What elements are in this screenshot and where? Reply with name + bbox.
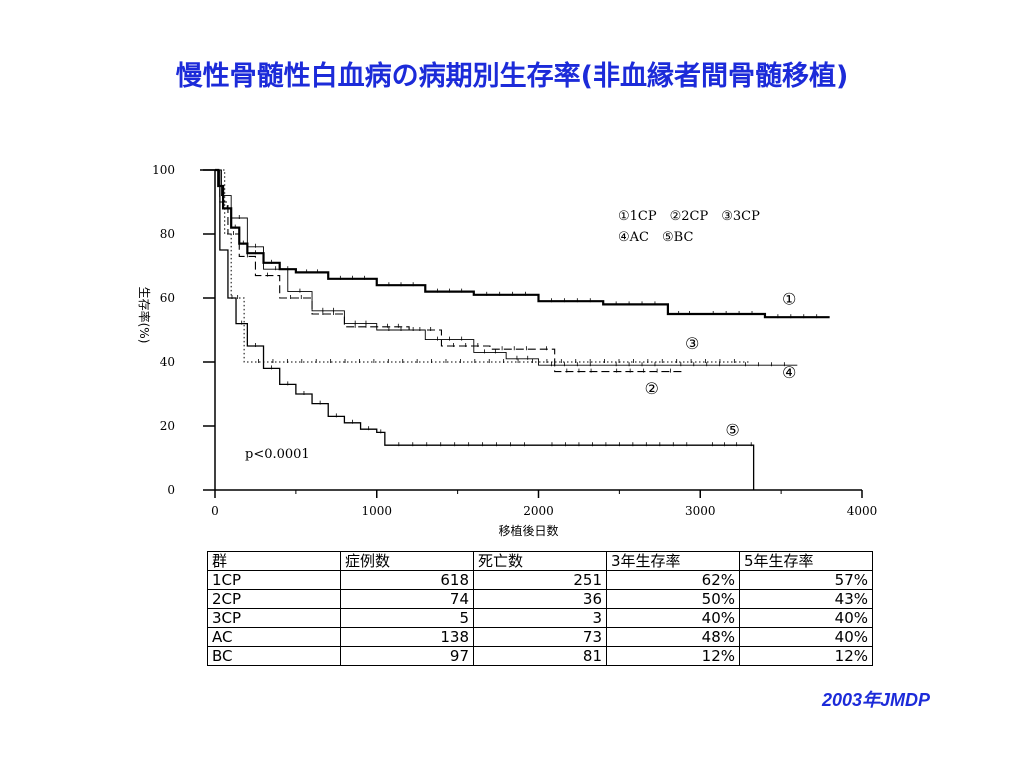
y-tick-label: 20 [160,419,175,433]
page-title: 慢性骨髄性白血病の病期別生存率(非血縁者間骨髄移植) [175,61,849,92]
series-line-3 [215,169,749,363]
x-tick-label: 4000 [847,504,878,518]
table-cell: 618 [340,570,474,590]
y-axis-label: 生存率(%) [137,287,152,344]
chart-labels: ① ② ③ ④ ⑤ ①1CP ②2CP ③3CP ④AC ⑤BC p<0.0001 [245,209,796,462]
table-header: 群 [207,551,341,571]
table-cell: 40% [739,627,873,647]
table-header: 症例数 [340,551,474,571]
y-tick-label: 80 [160,227,175,241]
table-cell: 1CP [207,570,341,590]
x-tick-label: 3000 [685,504,716,518]
series-line-5 [215,169,755,490]
source-credit: 2003年JMDP [821,690,930,710]
table-cell: 57% [739,570,873,590]
table-header: 3年生存率 [606,551,740,571]
y-tick-label: 100 [152,163,175,177]
table-row: BC 97 81 12% 12% [207,646,873,666]
y-tick-label: 40 [160,355,175,369]
series-line-1 [215,168,830,319]
series-label-1: ① [782,289,796,308]
table-cell: BC [207,646,341,666]
table-cell: 5 [340,608,474,628]
x-tick-label: 0 [211,504,219,518]
table-header: 5年生存率 [739,551,873,571]
table-row: AC 138 73 48% 40% [207,627,873,647]
table-cell: 3CP [207,608,341,628]
table-cell: 43% [739,589,873,609]
table-cell: 97 [340,646,474,666]
summary-table: 群 症例数 死亡数 3年生存率 5年生存率 1CP 618 251 62% 57… [207,551,873,666]
series-label-4: ④ [782,363,796,382]
table-cell: 12% [606,646,740,666]
table-cell: 48% [606,627,740,647]
table-header-row: 群 症例数 死亡数 3年生存率 5年生存率 [207,551,873,571]
series-label-2: ② [645,379,659,398]
table-row: 2CP 74 36 50% 43% [207,589,873,609]
legend-line-1: ①1CP ②2CP ③3CP [618,209,760,224]
legend-line-2: ④AC ⑤BC [618,230,693,245]
table-cell: 40% [739,608,873,628]
chart-series [215,168,830,490]
table-cell: AC [207,627,341,647]
table-cell: 81 [473,646,607,666]
table-cell: 12% [739,646,873,666]
y-tick-label: 0 [167,483,175,497]
p-value-annotation: p<0.0001 [245,447,310,462]
table-row: 1CP 618 251 62% 57% [207,570,873,590]
table-header: 死亡数 [473,551,607,571]
series-line-2 [215,169,685,373]
table-row: 3CP 5 3 40% 40% [207,608,873,628]
table-cell: 251 [473,570,607,590]
table-cell: 62% [606,570,740,590]
table-cell: 74 [340,589,474,609]
x-axis-label: 移植後日数 [498,523,558,538]
table-cell: 50% [606,589,740,609]
series-label-5: ⑤ [725,421,739,440]
series-label-3: ③ [685,334,699,353]
table-cell: 3 [473,608,607,628]
x-tick-label: 2000 [523,504,554,518]
table-cell: 40% [606,608,740,628]
series-line-4 [215,169,798,366]
table-cell: 2CP [207,589,341,609]
table-cell: 73 [473,627,607,647]
y-tick-label: 60 [160,291,175,305]
table-cell: 138 [340,627,474,647]
x-tick-label: 1000 [361,504,392,518]
table-cell: 36 [473,589,607,609]
